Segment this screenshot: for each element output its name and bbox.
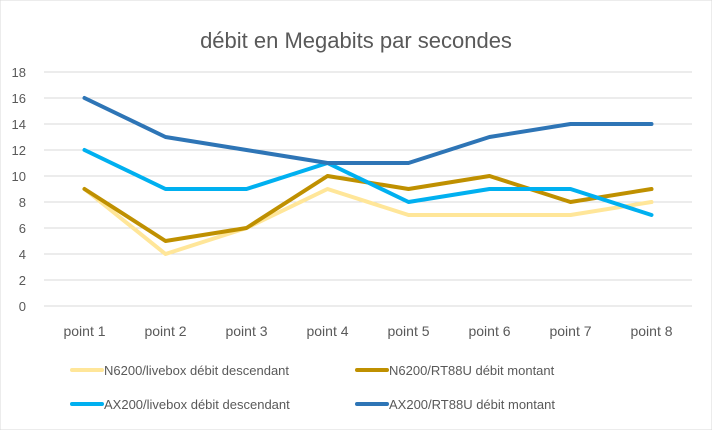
legend-label: N6200/RT88U débit montant xyxy=(389,363,555,378)
x-tick-label: point 2 xyxy=(144,323,186,339)
y-tick-label: 14 xyxy=(12,117,26,132)
gridlines xyxy=(44,71,692,307)
y-tick-label: 6 xyxy=(19,221,26,236)
x-tick-label: point 7 xyxy=(549,323,591,339)
series-line-3 xyxy=(82,148,654,217)
x-tick-label: point 8 xyxy=(630,323,672,339)
y-tick-label: 10 xyxy=(12,169,26,184)
legend-label: AX200/livebox débit descendant xyxy=(104,397,290,412)
series-line-1 xyxy=(82,187,654,256)
y-tick-label: 8 xyxy=(19,195,26,210)
legend: N6200/livebox débit descendant N6200/RT88… xyxy=(70,363,555,412)
chart-title: débit en Megabits par secondes xyxy=(200,28,512,53)
legend-label: N6200/livebox débit descendant xyxy=(104,363,289,378)
y-tick-label: 16 xyxy=(12,91,26,106)
y-tick-label: 0 xyxy=(19,299,26,314)
x-tick-label: point 3 xyxy=(225,323,267,339)
y-tick-label: 4 xyxy=(19,247,26,262)
series-lines xyxy=(82,96,654,256)
y-tick-label: 18 xyxy=(12,65,26,80)
x-tick-label: point 1 xyxy=(63,323,105,339)
x-tick-label: point 4 xyxy=(306,323,348,339)
y-tick-label: 12 xyxy=(12,143,26,158)
x-tick-label: point 5 xyxy=(387,323,429,339)
legend-label: AX200/RT88U débit montant xyxy=(389,397,555,412)
series-line-4 xyxy=(82,96,654,165)
y-tick-label: 2 xyxy=(19,273,26,288)
x-tick-label: point 6 xyxy=(468,323,510,339)
y-axis-ticks: 0 2 4 6 8 10 12 14 16 18 xyxy=(12,65,26,314)
x-axis-ticks: point 1 point 2 point 3 point 4 point 5 point… xyxy=(63,323,672,339)
